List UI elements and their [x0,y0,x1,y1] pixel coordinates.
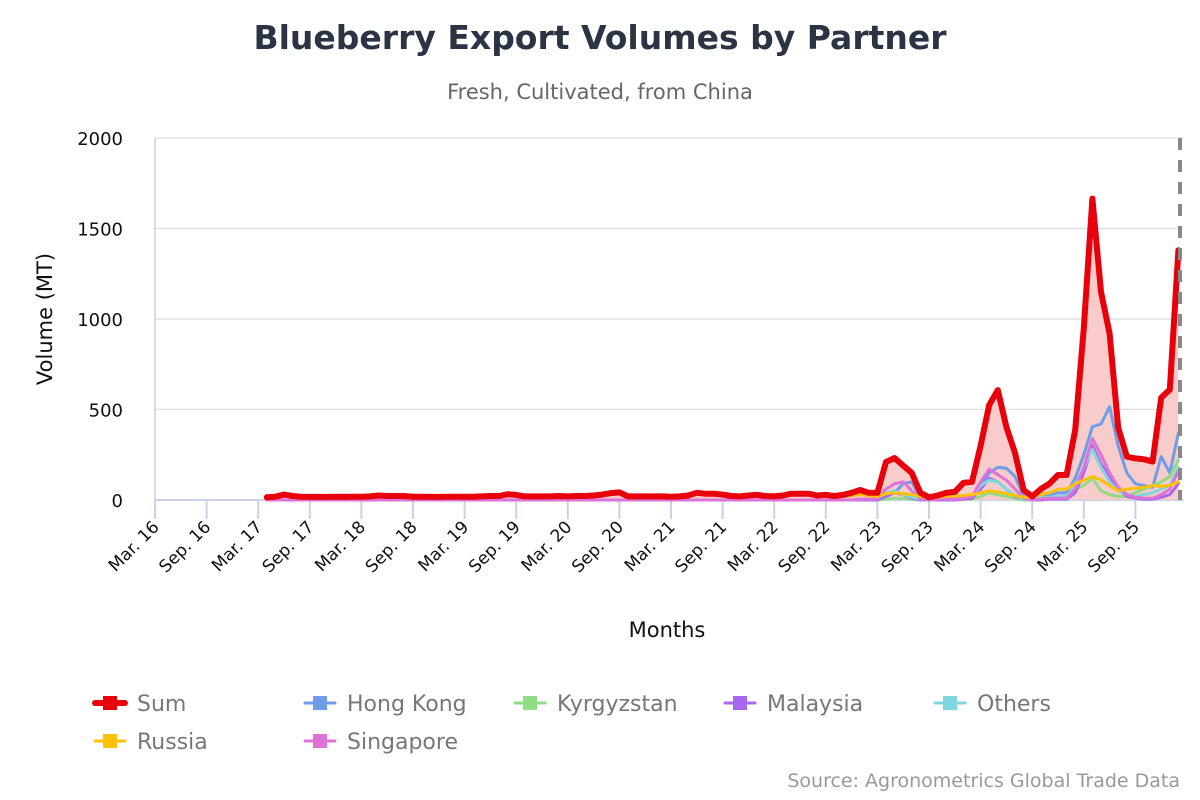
legend-marker-icon [313,734,327,748]
legend-label: Hong Kong [347,692,467,717]
x-tick-label: Sep. 24 [981,517,1041,577]
legend-item-malaysia[interactable]: Malaysia [723,692,863,717]
legend-marker-icon [943,696,957,710]
x-tick-label: Mar. 24 [930,517,989,576]
x-tick-label: Mar. 17 [208,517,267,576]
x-tick-label: Sep. 19 [465,517,525,577]
legend-item-russia[interactable]: Russia [93,730,208,755]
x-tick-label: Mar. 21 [621,517,680,576]
x-tick-label: Mar. 18 [311,517,370,576]
x-tick-label: Sep. 25 [1084,517,1144,577]
source-credit: Source: Agronometrics Global Trade Data [787,770,1180,792]
x-tick-label: Mar. 19 [414,517,473,576]
legend-item-others[interactable]: Others [933,692,1051,717]
y-tick-label: 2000 [77,129,123,150]
legend-item-singapore[interactable]: Singapore [303,730,458,755]
x-tick-label: Mar. 20 [518,517,577,576]
legend-label: Kyrgyzstan [557,692,678,717]
y-axis: 0 500 1000 1500 2000 [77,129,123,512]
x-tick-label: Mar. 23 [827,517,886,576]
legend-label: Singapore [347,730,458,755]
x-tick-label: Sep. 20 [568,517,628,577]
x-tick-label: Sep. 18 [362,517,422,577]
legend-label: Others [977,692,1051,717]
x-tick-label: Sep. 16 [155,517,215,577]
gridlines [154,137,1183,501]
x-tick-label: Mar. 25 [1034,517,1093,576]
x-tick-label: Sep. 21 [671,517,731,577]
y-tick-label: 500 [89,401,123,422]
legend-item-kyrgyzstan[interactable]: Kyrgyzstan [513,692,678,717]
legend-label: Sum [137,692,186,717]
chart-title: Blueberry Export Volumes by Partner [253,18,947,57]
x-tick-label: Sep. 23 [878,517,938,577]
x-tick-label: Mar. 22 [724,517,783,576]
series-line-sum[interactable] [263,195,1182,501]
legend-label: Russia [137,730,208,755]
sum-area [266,198,1179,500]
legend-marker-icon [103,734,117,748]
y-axis-title: Volume (MT) [33,253,57,385]
legend-marker-icon [733,696,747,710]
legend-marker-icon [313,696,327,710]
chart-subtitle: Fresh, Cultivated, from China [447,80,753,104]
legend-item-hong-kong[interactable]: Hong Kong [303,692,467,717]
legend-label: Malaysia [767,692,863,717]
legend-item-sum[interactable]: Sum [92,692,186,717]
plot-area [263,195,1182,502]
x-tick-label: Sep. 22 [775,517,835,577]
y-tick-label: 1500 [77,220,123,241]
x-tick-label: Sep. 17 [259,517,319,577]
legend: Sum Hong Kong Kyrgyzstan Malaysia Others Russ… [92,692,1051,755]
y-tick-label: 0 [112,491,123,512]
legend-marker-icon [523,696,537,710]
legend-marker-icon [103,696,117,710]
x-axis-title: Months [629,618,706,642]
y-tick-label: 1000 [77,310,123,331]
x-tick-label: Mar. 16 [105,517,164,576]
